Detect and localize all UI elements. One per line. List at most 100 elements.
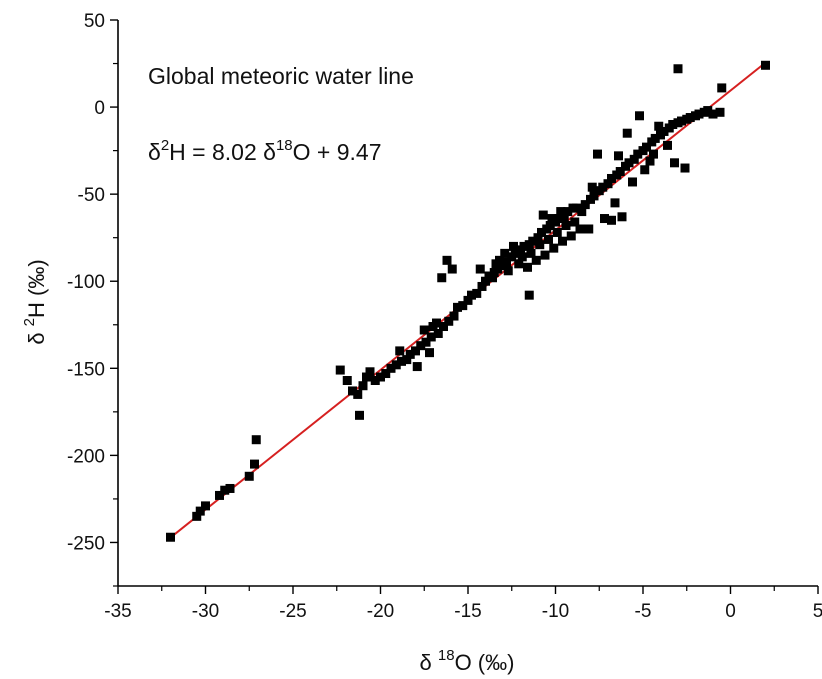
y-tick-label: -100 <box>67 272 105 293</box>
data-point <box>519 241 529 251</box>
data-point <box>500 248 510 258</box>
data-point <box>376 372 385 382</box>
x-tick-label: -5 <box>635 601 652 622</box>
y-tick-label: -50 <box>78 185 105 206</box>
data-point <box>587 182 597 192</box>
data-point <box>633 149 643 159</box>
data-point <box>503 266 513 276</box>
data-point <box>442 255 452 265</box>
data-point <box>481 276 490 286</box>
data-point <box>615 167 625 177</box>
data-point <box>556 207 566 217</box>
data-point <box>685 113 695 123</box>
data-point <box>561 221 571 231</box>
data-point <box>535 240 545 250</box>
data-point <box>540 250 550 260</box>
data-point <box>663 140 672 150</box>
x-tick-label: -30 <box>192 601 219 622</box>
data-point <box>694 109 704 119</box>
data-point <box>370 375 380 385</box>
data-point <box>493 264 503 274</box>
data-point <box>589 191 599 201</box>
data-point <box>549 243 559 253</box>
x-tick-label: 0 <box>725 601 736 622</box>
data-point <box>668 119 678 129</box>
data-point <box>425 348 434 358</box>
data-point <box>635 111 644 121</box>
data-point <box>358 381 368 391</box>
regression-equation: δ2H = 8.02 δ18O + 9.47 <box>148 137 382 165</box>
data-point <box>677 116 686 126</box>
data-point <box>545 221 555 231</box>
data-point <box>607 215 616 225</box>
data-point <box>617 212 627 222</box>
data-point <box>566 231 576 241</box>
data-point <box>715 107 725 117</box>
data-point <box>405 349 415 359</box>
data-point <box>502 257 511 267</box>
data-point <box>491 259 501 269</box>
data-point <box>526 248 536 258</box>
data-point <box>514 259 524 269</box>
data-point <box>411 346 420 356</box>
data-point <box>225 483 235 493</box>
equation-y-symbol: δ <box>148 139 161 165</box>
data-point <box>547 214 557 224</box>
data-point <box>362 372 371 382</box>
data-point <box>649 149 658 159</box>
data-point <box>381 369 391 379</box>
data-point <box>444 316 454 326</box>
data-point <box>572 203 581 213</box>
axes-layer: -35 -30 -25 -20 -15 -10 -5 0 5500-50-100-150-200… <box>67 11 822 622</box>
data-point <box>614 151 623 161</box>
x-tick-label: -25 <box>279 601 306 622</box>
data-point <box>433 328 443 338</box>
y-axis-label: δ 2H (‰) <box>21 259 49 344</box>
data-point <box>447 264 457 274</box>
data-point <box>600 214 609 224</box>
data-point <box>670 158 679 168</box>
data-point <box>509 241 518 251</box>
data-point <box>642 142 651 152</box>
data-point <box>610 198 620 208</box>
y-tick-label: 0 <box>94 98 105 119</box>
data-point <box>201 501 210 511</box>
data-point <box>391 360 401 370</box>
x-axis-label-prefix: δ <box>420 650 438 675</box>
x-tick-label: 5 <box>813 601 822 622</box>
data-point <box>552 227 562 237</box>
data-point <box>559 212 569 222</box>
data-point <box>717 83 727 93</box>
data-point <box>538 210 548 220</box>
data-point <box>708 109 718 119</box>
data-point <box>624 158 634 168</box>
x-tick-label: -35 <box>104 601 131 622</box>
y-tick-label: -250 <box>67 533 105 554</box>
data-point <box>453 302 462 312</box>
data-point <box>537 227 546 237</box>
y-axis-label-prefix: δ <box>24 326 49 344</box>
data-point <box>421 337 431 347</box>
data-point <box>348 386 357 396</box>
data-point <box>622 128 632 138</box>
data-point <box>365 367 375 377</box>
data-point <box>703 106 713 116</box>
data-point <box>598 182 608 192</box>
data-point <box>192 511 202 521</box>
data-point <box>250 459 259 469</box>
data-point <box>342 375 352 385</box>
data-point <box>386 363 396 373</box>
x-tick-label: -10 <box>542 601 569 622</box>
data-point <box>640 165 650 175</box>
data-point <box>488 273 497 283</box>
data-point <box>467 290 476 300</box>
data-point <box>628 177 637 187</box>
data-point <box>593 149 602 159</box>
data-point <box>437 273 447 283</box>
data-point <box>397 356 406 366</box>
data-point <box>563 207 573 217</box>
data-point <box>402 355 412 365</box>
data-point <box>215 490 224 500</box>
data-point <box>463 295 473 305</box>
equation-end: O + 9.47 <box>293 139 382 165</box>
